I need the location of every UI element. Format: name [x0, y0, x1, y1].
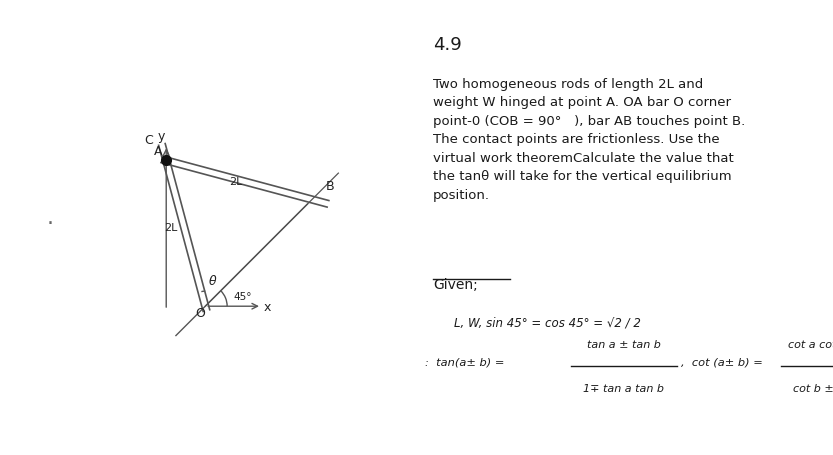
- Text: ,  cot (a± b) =: , cot (a± b) =: [681, 357, 763, 367]
- Text: θ: θ: [209, 274, 217, 287]
- Text: x: x: [264, 300, 272, 313]
- Text: 1∓ tan a tan b: 1∓ tan a tan b: [583, 384, 664, 394]
- Text: :  tan(a± b) =: : tan(a± b) =: [425, 357, 504, 367]
- Text: O: O: [195, 306, 205, 319]
- Text: L, W, sin 45° = cos 45° = √2 / 2: L, W, sin 45° = cos 45° = √2 / 2: [454, 316, 641, 329]
- Text: cot b ± cot a: cot b ± cot a: [793, 384, 833, 394]
- Text: A: A: [154, 144, 162, 157]
- Text: Given;: Given;: [433, 278, 478, 292]
- Text: tan a ± tan b: tan a ± tan b: [586, 339, 661, 349]
- Text: 2L: 2L: [164, 222, 177, 232]
- Text: 4.9: 4.9: [433, 36, 462, 54]
- Text: Two homogeneous rods of length 2L and
weight W hinged at point A. OA bar O corne: Two homogeneous rods of length 2L and we…: [433, 77, 746, 201]
- Text: .: .: [47, 208, 54, 228]
- Text: y: y: [157, 129, 165, 142]
- Text: 45°: 45°: [234, 292, 252, 302]
- Text: 2L: 2L: [229, 177, 242, 187]
- Text: B: B: [326, 180, 334, 192]
- Text: C: C: [144, 134, 153, 147]
- Text: cot a cot b ∓ 1: cot a cot b ∓ 1: [787, 339, 833, 349]
